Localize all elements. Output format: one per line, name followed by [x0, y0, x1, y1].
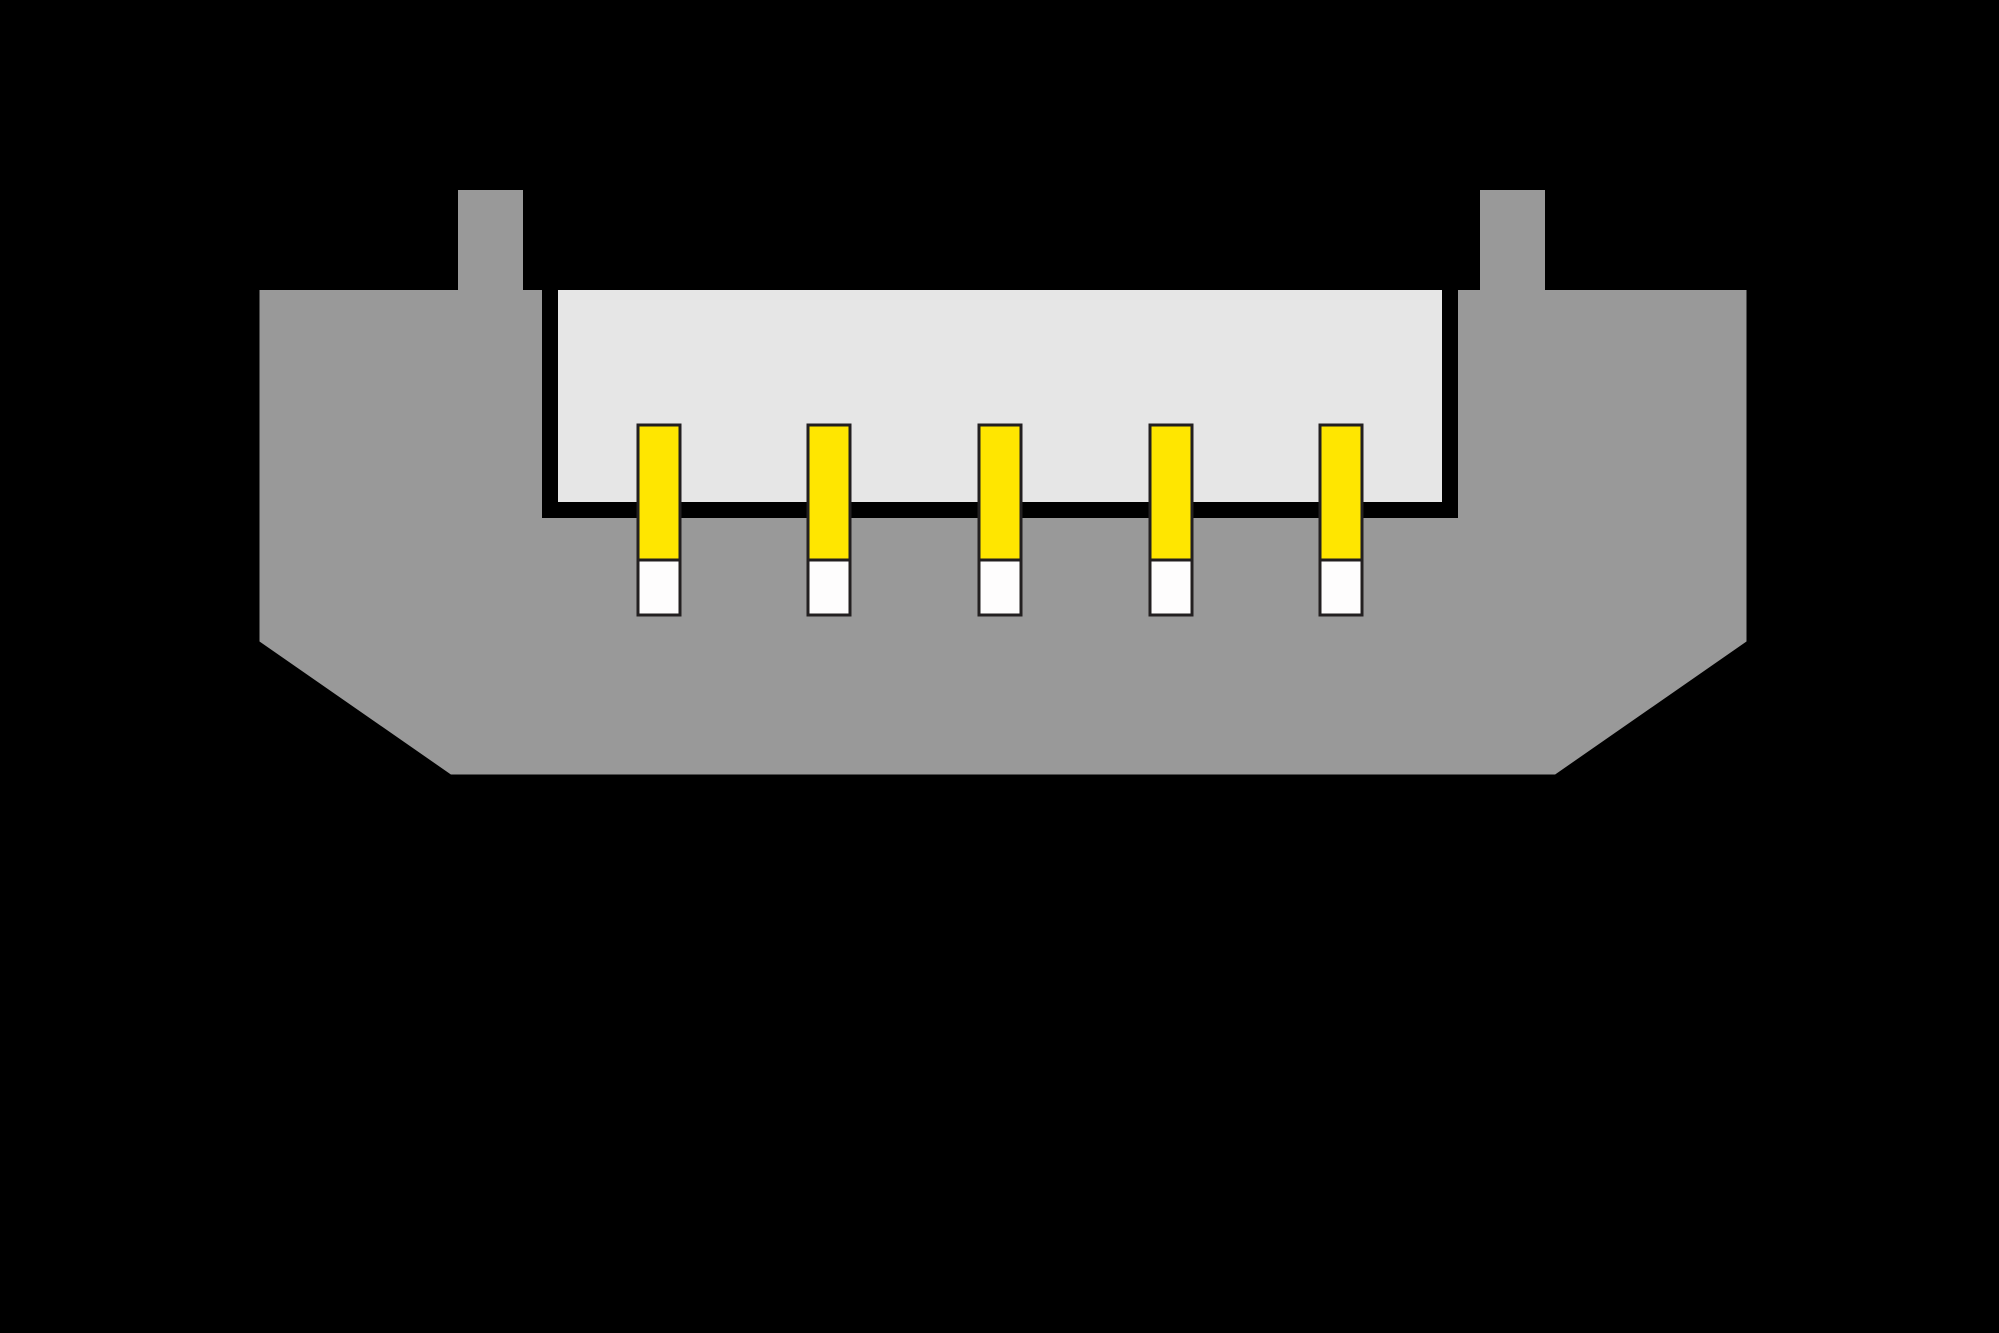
- pin-5-tip: [1320, 560, 1362, 615]
- connector-svg: [0, 0, 1999, 1333]
- pin-3-tip: [979, 560, 1021, 615]
- mounting-tab-1: [458, 190, 523, 290]
- pin-4-tip: [1150, 560, 1192, 615]
- pin-4-gold: [1150, 425, 1192, 560]
- pin-5-gold: [1320, 425, 1362, 560]
- mounting-tab-2: [1480, 190, 1545, 290]
- pin-2-gold: [808, 425, 850, 560]
- pin-1-gold: [638, 425, 680, 560]
- pin-2-tip: [808, 560, 850, 615]
- pin-1-tip: [638, 560, 680, 615]
- usb-connector-diagram: [0, 0, 1999, 1333]
- pin-3-gold: [979, 425, 1021, 560]
